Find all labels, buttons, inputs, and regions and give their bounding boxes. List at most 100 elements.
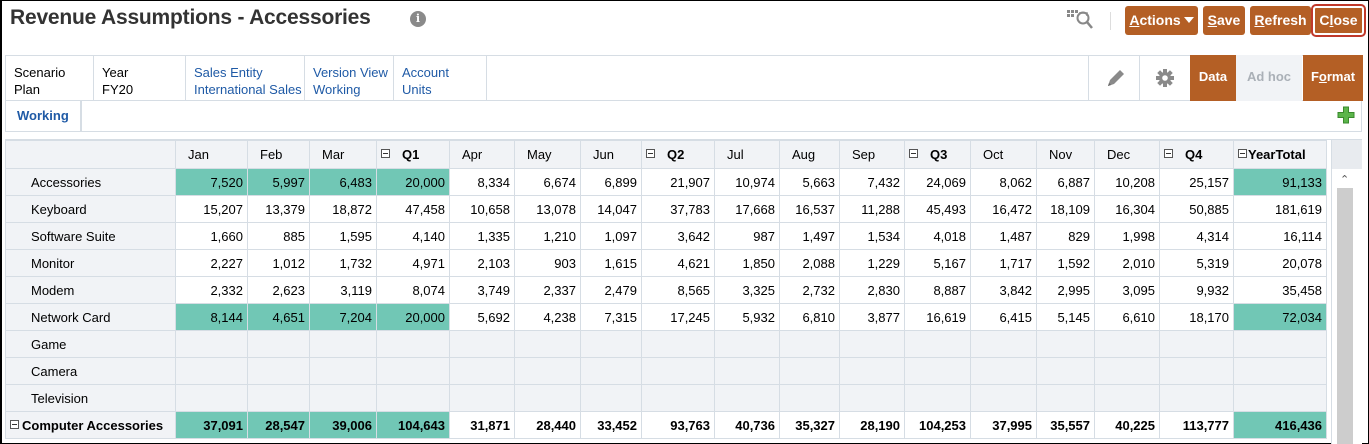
data-cell[interactable]: 14,047: [580, 195, 642, 223]
data-cell[interactable]: 3,095: [1094, 276, 1160, 304]
data-cell[interactable]: [376, 384, 450, 412]
data-cell[interactable]: [839, 330, 905, 358]
data-cell[interactable]: [970, 330, 1037, 358]
data-cell[interactable]: 31,871: [449, 411, 515, 439]
data-cell[interactable]: [514, 357, 581, 385]
data-cell[interactable]: 1,534: [839, 222, 905, 250]
data-cell[interactable]: [641, 384, 715, 412]
row-header[interactable]: Computer Accessories: [5, 411, 176, 439]
data-cell[interactable]: 20,000: [376, 303, 450, 331]
data-cell[interactable]: 37,091: [175, 411, 248, 439]
data-cell[interactable]: 2,010: [1094, 249, 1160, 277]
data-cell[interactable]: 18,109: [1036, 195, 1095, 223]
refresh-button[interactable]: Refresh: [1250, 6, 1311, 35]
row-header[interactable]: Monitor: [5, 249, 176, 277]
scroll-up-icon[interactable]: ⌃: [1340, 174, 1350, 186]
data-cell[interactable]: 1,497: [779, 222, 840, 250]
data-cell[interactable]: 416,436: [1233, 411, 1327, 439]
data-cell[interactable]: [309, 330, 377, 358]
data-cell[interactable]: 10,208: [1094, 168, 1160, 196]
data-cell[interactable]: 5,145: [1036, 303, 1095, 331]
add-tab-icon[interactable]: [1337, 106, 1355, 124]
pov-sales-entity[interactable]: Sales Entity International Sales: [186, 56, 305, 100]
data-cell[interactable]: 35,458: [1233, 276, 1327, 304]
data-cell[interactable]: 2,088: [779, 249, 840, 277]
data-cell[interactable]: [376, 357, 450, 385]
data-cell[interactable]: 2,332: [175, 276, 248, 304]
column-header-nov[interactable]: Nov: [1036, 140, 1095, 169]
column-header-q4[interactable]: Q4: [1159, 140, 1234, 169]
format-mode-tab[interactable]: Format: [1303, 55, 1363, 101]
pov-account[interactable]: Account Units: [394, 56, 487, 100]
column-header-jan[interactable]: Jan: [175, 140, 248, 169]
data-cell[interactable]: 885: [247, 222, 310, 250]
data-cell[interactable]: 987: [714, 222, 780, 250]
data-cell[interactable]: 1,097: [580, 222, 642, 250]
column-header-mar[interactable]: Mar: [309, 140, 377, 169]
edit-button[interactable]: [1088, 56, 1139, 100]
data-cell[interactable]: [514, 330, 581, 358]
data-cell[interactable]: 2,623: [247, 276, 310, 304]
column-header-jun[interactable]: Jun: [580, 140, 642, 169]
data-cell[interactable]: [449, 330, 515, 358]
data-cell[interactable]: [580, 384, 642, 412]
data-cell[interactable]: 3,877: [839, 303, 905, 331]
data-cell[interactable]: [449, 384, 515, 412]
data-cell[interactable]: 5,167: [904, 249, 971, 277]
data-cell[interactable]: 13,078: [514, 195, 581, 223]
column-header-jul[interactable]: Jul: [714, 140, 780, 169]
data-cell[interactable]: 1,998: [1094, 222, 1160, 250]
data-cell[interactable]: 6,415: [970, 303, 1037, 331]
data-cell[interactable]: [1036, 384, 1095, 412]
data-cell[interactable]: 16,472: [970, 195, 1037, 223]
column-header-aug[interactable]: Aug: [779, 140, 840, 169]
data-cell[interactable]: 8,565: [641, 276, 715, 304]
data-cell[interactable]: [247, 357, 310, 385]
data-cell[interactable]: 35,327: [779, 411, 840, 439]
data-cell[interactable]: 2,995: [1036, 276, 1095, 304]
data-cell[interactable]: 6,810: [779, 303, 840, 331]
pov-version-view[interactable]: Version View Working: [305, 56, 394, 100]
data-cell[interactable]: 25,157: [1159, 168, 1234, 196]
data-cell[interactable]: 39,006: [309, 411, 377, 439]
data-cell[interactable]: 28,440: [514, 411, 581, 439]
data-cell[interactable]: [641, 357, 715, 385]
data-cell[interactable]: [1094, 357, 1160, 385]
data-cell[interactable]: 21,907: [641, 168, 715, 196]
data-cell[interactable]: 104,643: [376, 411, 450, 439]
data-cell[interactable]: 1,717: [970, 249, 1037, 277]
data-cell[interactable]: [714, 357, 780, 385]
data-cell[interactable]: [1233, 384, 1327, 412]
data-cell[interactable]: 5,692: [449, 303, 515, 331]
data-cell[interactable]: 3,749: [449, 276, 515, 304]
scrollbar-thumb[interactable]: [1337, 188, 1353, 444]
data-cell[interactable]: 1,660: [175, 222, 248, 250]
collapse-icon[interactable]: [909, 149, 918, 158]
data-cell[interactable]: 2,337: [514, 276, 581, 304]
data-cell[interactable]: 7,520: [175, 168, 248, 196]
data-cell[interactable]: 2,103: [449, 249, 515, 277]
data-cell[interactable]: 1,732: [309, 249, 377, 277]
data-mode-tab[interactable]: Data: [1190, 55, 1236, 101]
data-cell[interactable]: 10,658: [449, 195, 515, 223]
actions-button[interactable]: Actions: [1125, 6, 1198, 35]
data-cell[interactable]: 1,335: [449, 222, 515, 250]
data-cell[interactable]: [1233, 357, 1327, 385]
data-cell[interactable]: [714, 330, 780, 358]
data-cell[interactable]: 2,732: [779, 276, 840, 304]
data-cell[interactable]: 28,547: [247, 411, 310, 439]
data-cell[interactable]: [1036, 330, 1095, 358]
data-cell[interactable]: 5,997: [247, 168, 310, 196]
data-cell[interactable]: 6,899: [580, 168, 642, 196]
data-cell[interactable]: 93,763: [641, 411, 715, 439]
data-cell[interactable]: 17,245: [641, 303, 715, 331]
data-cell[interactable]: 5,663: [779, 168, 840, 196]
data-cell[interactable]: 6,674: [514, 168, 581, 196]
pov-member[interactable]: Working: [313, 82, 361, 97]
collapse-icon[interactable]: [381, 149, 390, 158]
data-cell[interactable]: 5,932: [714, 303, 780, 331]
pov-member[interactable]: Units: [402, 82, 432, 97]
data-cell[interactable]: 72,034: [1233, 303, 1327, 331]
data-cell[interactable]: 4,238: [514, 303, 581, 331]
data-cell[interactable]: 8,074: [376, 276, 450, 304]
